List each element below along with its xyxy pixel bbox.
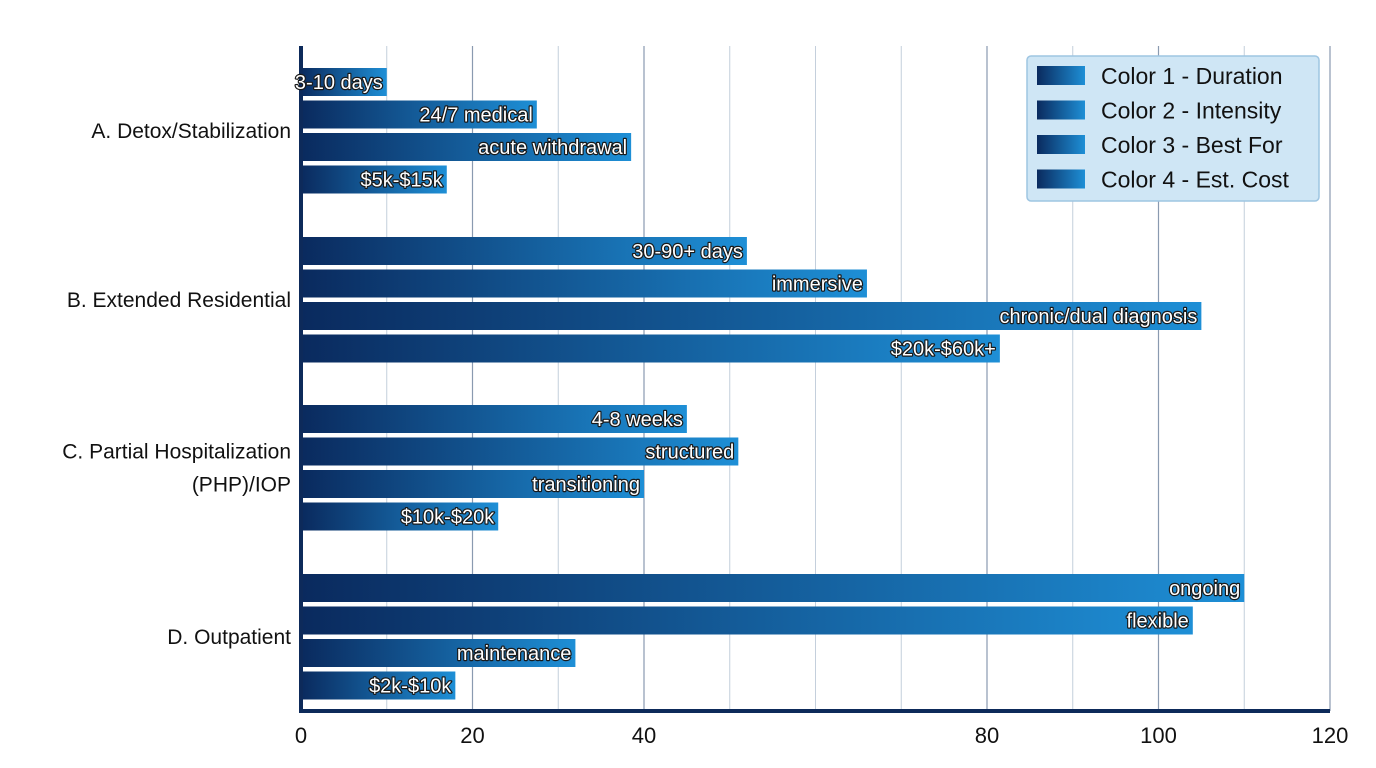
legend-entry: Color 2 - Intensity [1101,98,1282,124]
category-label: D. Outpatient [167,626,291,649]
x-tick-label: 80 [975,723,999,748]
bar-4-series-1 [301,574,1245,602]
category-label: (PHP)/IOP [192,473,291,496]
bar-1-series-2 [301,100,537,129]
bar-data-label: flexible [1127,611,1189,633]
bar-data-label: $2k-$10k [369,676,452,698]
bar-data-label: maintenance [457,643,572,665]
bar-data-label: acute withdrawal [478,137,627,159]
bar-data-label: $20k-$60k+ [891,339,996,361]
bar-data-label: ongoing [1169,578,1240,600]
bar-1-series-4 [301,165,447,194]
legend-swatch [1037,66,1085,85]
bar-data-label: $5k-$15k [360,170,443,192]
x-tick-label: 120 [1312,723,1349,748]
category-label: A. Detox/Stabilization [91,120,291,143]
labels: 3-10 days 24/7 medical acute withdrawal $5k… [62,71,1241,699]
x-tick-label: 100 [1140,723,1177,748]
bar-3-series-1 [301,405,687,433]
bar-2-series-4 [301,334,1000,363]
bar-data-label: chronic/dual diagnosis [999,306,1197,328]
legend-swatch [1037,169,1085,189]
bar-data-label: $10k-$20k [401,507,495,529]
bar-1-series-1 [301,68,387,96]
axes: 0 20 40 80 100 120 [295,46,1348,748]
legend-entry: Color 4 - Est. Cost [1101,167,1289,193]
bar-data-label: transitioning [532,474,640,496]
bar-data-label: immersive [772,274,863,296]
category-label: C. Partial Hospitalization [62,440,291,463]
legend-swatch [1037,135,1085,154]
bar-4-series-4 [301,671,456,700]
bar-3-series-3 [301,470,644,498]
x-tick-label: 40 [632,723,656,748]
legend: Color 1 - Duration Color 2 - Intensity Col… [1026,55,1320,202]
bar-4-series-3 [301,639,576,667]
bar-data-label: structured [645,442,734,464]
bar-data-label: 24/7 medical [419,105,532,127]
x-tick-label: 0 [295,723,307,748]
bar-4-series-2 [301,606,1193,635]
bar-data-label: 3-10 days [295,72,383,94]
bar-2-series-2 [301,269,867,298]
bar-3-series-4 [301,502,499,531]
bar-1-series-3 [301,133,632,161]
bar-3-series-2 [301,437,739,466]
bar-2-series-3 [301,302,1202,330]
legend-entry: Color 1 - Duration [1101,63,1283,89]
legend-swatch [1037,100,1085,120]
bar-data-label: 4-8 weeks [592,409,683,431]
bars [301,68,1245,700]
x-tick-label: 20 [460,723,484,748]
category-label: B. Extended Residential [67,289,291,312]
legend-box [1026,55,1320,202]
bar-2-series-1 [301,237,747,265]
bar-data-label: 30-90+ days [632,241,743,263]
legend-entry: Color 3 - Best For [1101,132,1283,158]
